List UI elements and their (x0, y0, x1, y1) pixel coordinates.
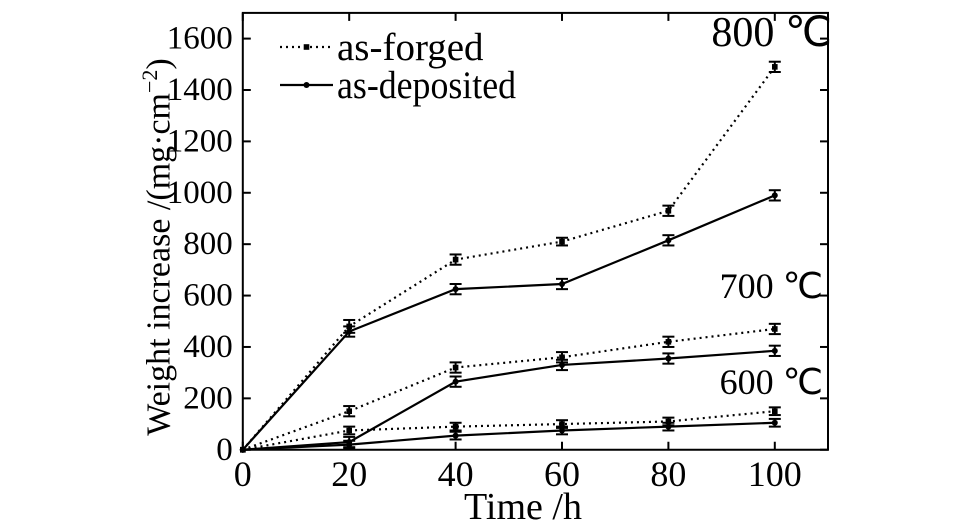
svg-text:as-deposited: as-deposited (337, 64, 516, 107)
svg-text:0: 0 (216, 432, 233, 468)
svg-text:0: 0 (234, 454, 252, 494)
svg-text:Time /h: Time /h (464, 486, 582, 528)
svg-text:100: 100 (748, 454, 802, 494)
svg-text:20: 20 (331, 454, 367, 494)
svg-text:600: 600 (183, 278, 233, 314)
svg-text:as-forged: as-forged (337, 26, 484, 69)
svg-text:800: 800 (183, 226, 233, 262)
svg-text:1600: 1600 (167, 21, 233, 57)
svg-text:700 ℃: 700 ℃ (720, 266, 823, 306)
svg-text:80: 80 (650, 454, 686, 494)
svg-text:200: 200 (183, 380, 233, 416)
svg-text:400: 400 (183, 329, 233, 365)
svg-text:800 ℃: 800 ℃ (711, 10, 832, 56)
svg-text:600 ℃: 600 ℃ (720, 362, 823, 402)
